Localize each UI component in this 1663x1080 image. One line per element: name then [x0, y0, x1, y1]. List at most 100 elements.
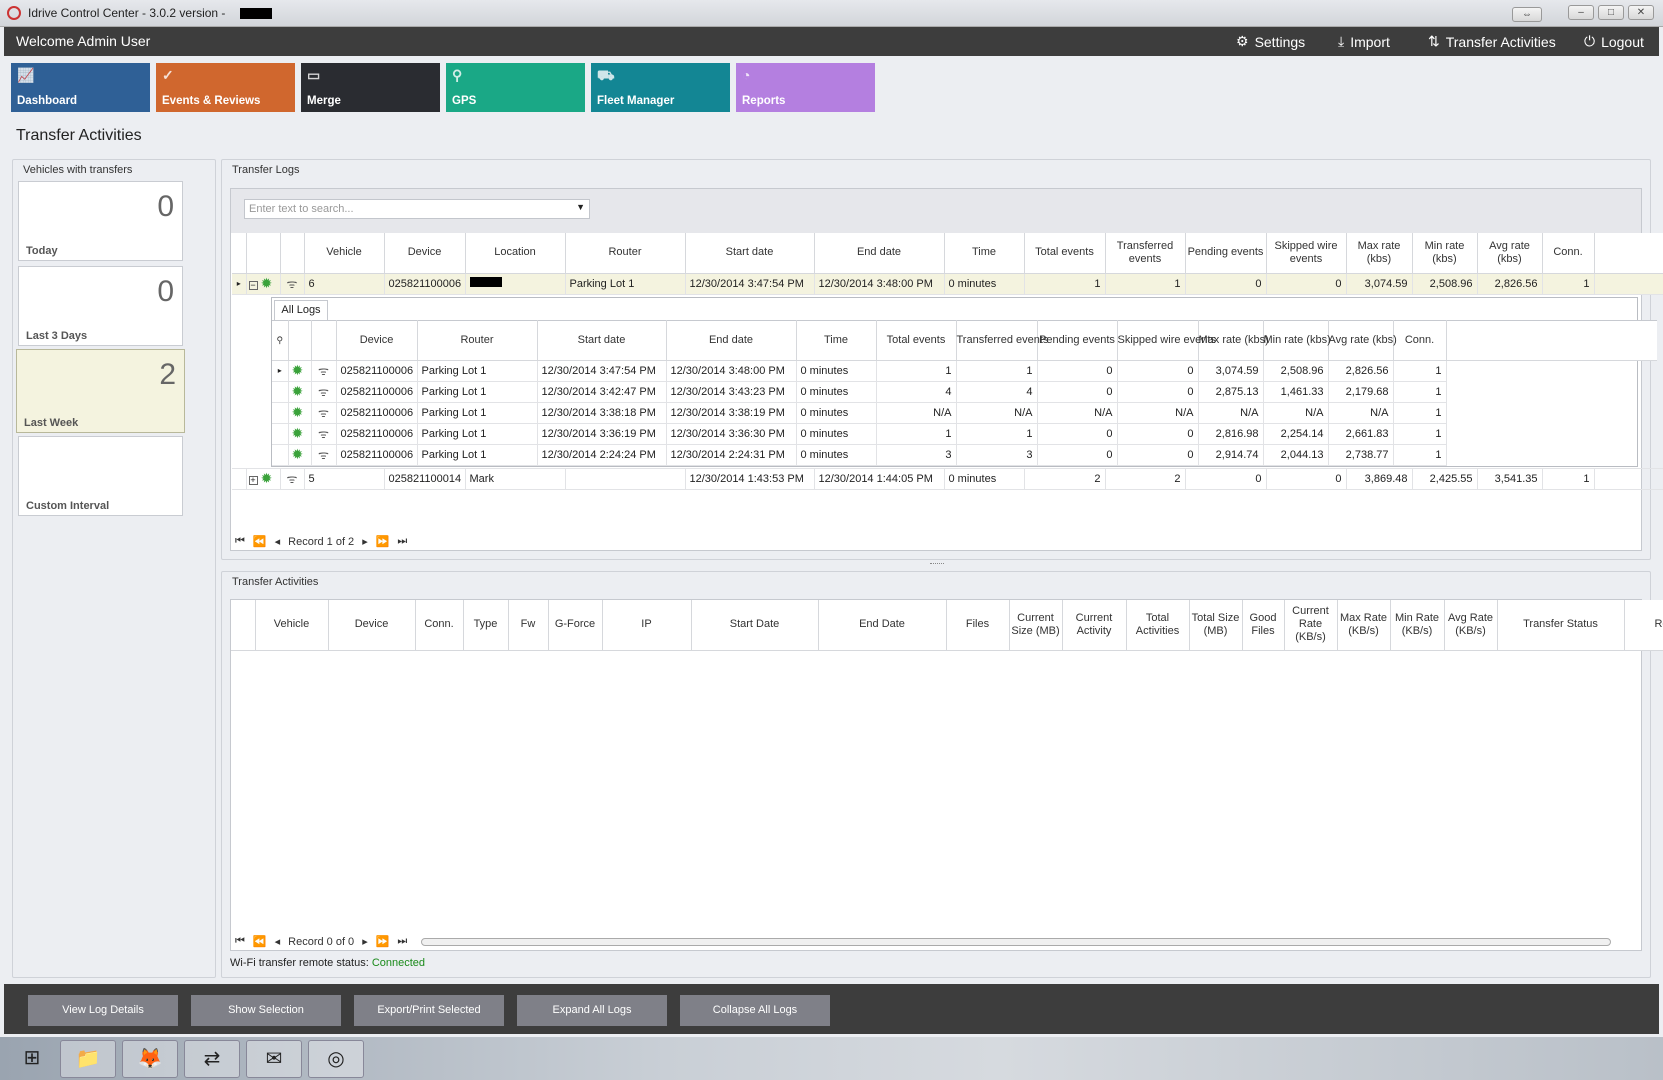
- tile-fleet-manager[interactable]: ⛟ Fleet Manager: [591, 63, 730, 112]
- column-header[interactable]: Type: [463, 600, 509, 651]
- column-header[interactable]: Total events: [876, 320, 957, 361]
- column-header[interactable]: Current Rate (KB/s): [1284, 600, 1338, 651]
- export-print-selected-button[interactable]: Export/Print Selected: [354, 995, 504, 1026]
- idrive-icon[interactable]: ◎: [308, 1040, 364, 1078]
- column-header[interactable]: IP: [602, 600, 692, 651]
- next-record-icon[interactable]: ▸: [362, 536, 368, 548]
- column-header[interactable]: Location: [465, 233, 566, 274]
- logout-link[interactable]: ⏻ Logout: [1584, 33, 1644, 50]
- column-header[interactable]: Transferred events: [956, 320, 1048, 361]
- detail-table-row[interactable]: ✹ ᯤ 025821100006 Parking Lot 1 12/30/2014 3:…: [272, 402, 1657, 424]
- first-page-icon[interactable]: ⏮: [235, 935, 245, 947]
- column-header[interactable]: Min rate (kbs): [1412, 233, 1478, 274]
- next-page-icon[interactable]: ⏩: [375, 536, 390, 548]
- column-header[interactable]: Conn.: [1542, 233, 1595, 274]
- column-header[interactable]: Device: [328, 600, 416, 651]
- column-header[interactable]: Router: [417, 320, 538, 361]
- prev-page-icon[interactable]: ⏪: [252, 536, 267, 548]
- column-header[interactable]: End date: [814, 233, 945, 274]
- detail-table-row[interactable]: ✹ ᯤ 025821100006 Parking Lot 1 12/30/2014 3:…: [272, 381, 1657, 403]
- column-header[interactable]: Time: [796, 320, 877, 361]
- column-header[interactable]: Vehicle: [304, 233, 385, 274]
- card-custom-interval[interactable]: Custom Interval: [18, 436, 183, 516]
- collapse-all-logs-button[interactable]: Collapse All Logs: [680, 995, 830, 1026]
- tab-all-logs[interactable]: All Logs: [274, 299, 328, 320]
- table-row[interactable]: + ✹ ᯤ 5 025821100014 Mark 12/30/2014 1:43:53 …: [232, 468, 1663, 490]
- dropdown-arrow-icon[interactable]: ▼: [576, 202, 585, 212]
- windows-start-icon[interactable]: ⊞: [23, 1047, 41, 1069]
- prev-page-icon[interactable]: ⏪: [252, 936, 267, 948]
- close-button[interactable]: ✕: [1628, 5, 1654, 20]
- file-explorer-icon[interactable]: 📁: [60, 1040, 116, 1078]
- expand-toggle[interactable]: + ✹: [246, 468, 281, 490]
- expand-all-logs-button[interactable]: Expand All Logs: [517, 995, 667, 1026]
- expand-toggle[interactable]: − ✹: [246, 273, 281, 295]
- column-header[interactable]: Start date: [685, 233, 815, 274]
- column-header[interactable]: Router: [565, 233, 686, 274]
- column-header[interactable]: Total Size (MB): [1189, 600, 1243, 651]
- firefox-icon[interactable]: 🦊: [122, 1040, 178, 1078]
- column-header[interactable]: Avg rate (kbs): [1328, 320, 1397, 361]
- expand-icon[interactable]: +: [248, 475, 258, 485]
- resize-button[interactable]: ⇔: [1512, 7, 1542, 22]
- view-log-details-button[interactable]: View Log Details: [28, 995, 178, 1026]
- next-page-icon[interactable]: ⏩: [375, 936, 390, 948]
- outlook-icon[interactable]: ✉: [246, 1040, 302, 1078]
- next-record-icon[interactable]: ▸: [362, 936, 368, 948]
- minimize-button[interactable]: –: [1568, 5, 1594, 20]
- column-header[interactable]: Avg rate (kbs): [1477, 233, 1543, 274]
- column-header[interactable]: Start date: [537, 320, 667, 361]
- tile-reports[interactable]: ◔ Reports: [736, 63, 875, 112]
- column-header[interactable]: Conn.: [1393, 320, 1447, 361]
- last-page-icon[interactable]: ⏭: [397, 935, 408, 947]
- column-header[interactable]: Current Size (MB): [1009, 600, 1063, 651]
- column-header[interactable]: Transfer Status: [1497, 600, 1625, 651]
- column-header[interactable]: G-Force: [548, 600, 603, 651]
- detail-table-row[interactable]: ▸ ✹ ᯤ 025821100006 Parking Lot 1 12/30/2014 3…: [272, 360, 1657, 382]
- column-header[interactable]: Files: [946, 600, 1010, 651]
- import-link[interactable]: ⤓ Import: [1338, 33, 1390, 50]
- teamviewer-icon[interactable]: ⇄: [184, 1040, 240, 1078]
- tile-gps[interactable]: ⚲ GPS: [446, 63, 585, 112]
- column-header[interactable]: Pending events: [1185, 233, 1267, 274]
- column-header[interactable]: Router: [1624, 600, 1663, 651]
- column-header[interactable]: Device: [384, 233, 466, 274]
- maximize-button[interactable]: □: [1598, 5, 1624, 20]
- column-header[interactable]: Device: [336, 320, 418, 361]
- column-header[interactable]: End date: [666, 320, 797, 361]
- column-header[interactable]: Conn.: [415, 600, 464, 651]
- splitter-handle[interactable]: [930, 563, 944, 565]
- prev-record-icon[interactable]: ◂: [274, 936, 281, 948]
- settings-link[interactable]: ⚙ Settings: [1236, 33, 1305, 50]
- column-header[interactable]: Fw: [508, 600, 549, 651]
- column-header[interactable]: Max rate (kbs): [1346, 233, 1413, 274]
- first-page-icon[interactable]: ⏮: [235, 535, 245, 547]
- show-selection-button[interactable]: Show Selection: [191, 995, 341, 1026]
- column-header[interactable]: Min Rate (KB/s): [1390, 600, 1445, 651]
- search-icon[interactable]: ⚲: [272, 320, 289, 361]
- last-page-icon[interactable]: ⏭: [397, 535, 408, 547]
- card-last-3-days[interactable]: 0 Last 3 Days: [18, 266, 183, 346]
- column-header[interactable]: Time: [944, 233, 1025, 274]
- tile-events-reviews[interactable]: ✓ Events & Reviews: [156, 63, 295, 112]
- table-row[interactable]: ▸ − ✹ ᯤ 6 025821100006 Parking Lot 1 12/30/201…: [232, 273, 1663, 295]
- collapse-icon[interactable]: −: [248, 280, 258, 290]
- horizontal-scrollbar[interactable]: [421, 938, 1611, 946]
- prev-record-icon[interactable]: ◂: [274, 536, 281, 548]
- column-header[interactable]: Transferred events: [1105, 233, 1186, 274]
- column-header[interactable]: Skipped wire events: [1117, 320, 1216, 361]
- detail-table-row[interactable]: ✹ ᯤ 025821100006 Parking Lot 1 12/30/2014 3:…: [272, 423, 1657, 445]
- column-header[interactable]: Max Rate (KB/s): [1337, 600, 1391, 651]
- column-header[interactable]: Min rate (kbs): [1263, 320, 1331, 361]
- column-header[interactable]: Max rate (kbs): [1198, 320, 1269, 361]
- transfer-activities-link[interactable]: ⇅ Transfer Activities: [1428, 33, 1556, 50]
- column-header[interactable]: Good Files: [1242, 600, 1285, 651]
- detail-table-row[interactable]: ✹ ᯤ 025821100006 Parking Lot 1 12/30/2014 2:…: [272, 444, 1657, 466]
- tile-merge[interactable]: ▭ Merge: [301, 63, 440, 112]
- column-header[interactable]: Total events: [1024, 233, 1106, 274]
- card-today[interactable]: 0 Today: [18, 181, 183, 261]
- column-header[interactable]: Current Activity: [1062, 600, 1127, 651]
- search-input[interactable]: Enter text to search... ▼: [244, 199, 590, 219]
- tile-dashboard[interactable]: 📈 Dashboard: [11, 63, 150, 112]
- column-header[interactable]: End Date: [818, 600, 947, 651]
